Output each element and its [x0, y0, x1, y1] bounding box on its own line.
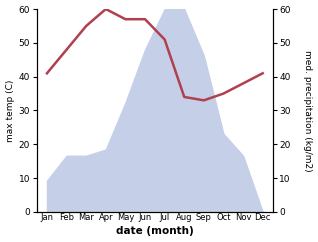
Y-axis label: med. precipitation (kg/m2): med. precipitation (kg/m2): [303, 50, 313, 171]
X-axis label: date (month): date (month): [116, 227, 194, 236]
Y-axis label: max temp (C): max temp (C): [5, 79, 15, 142]
